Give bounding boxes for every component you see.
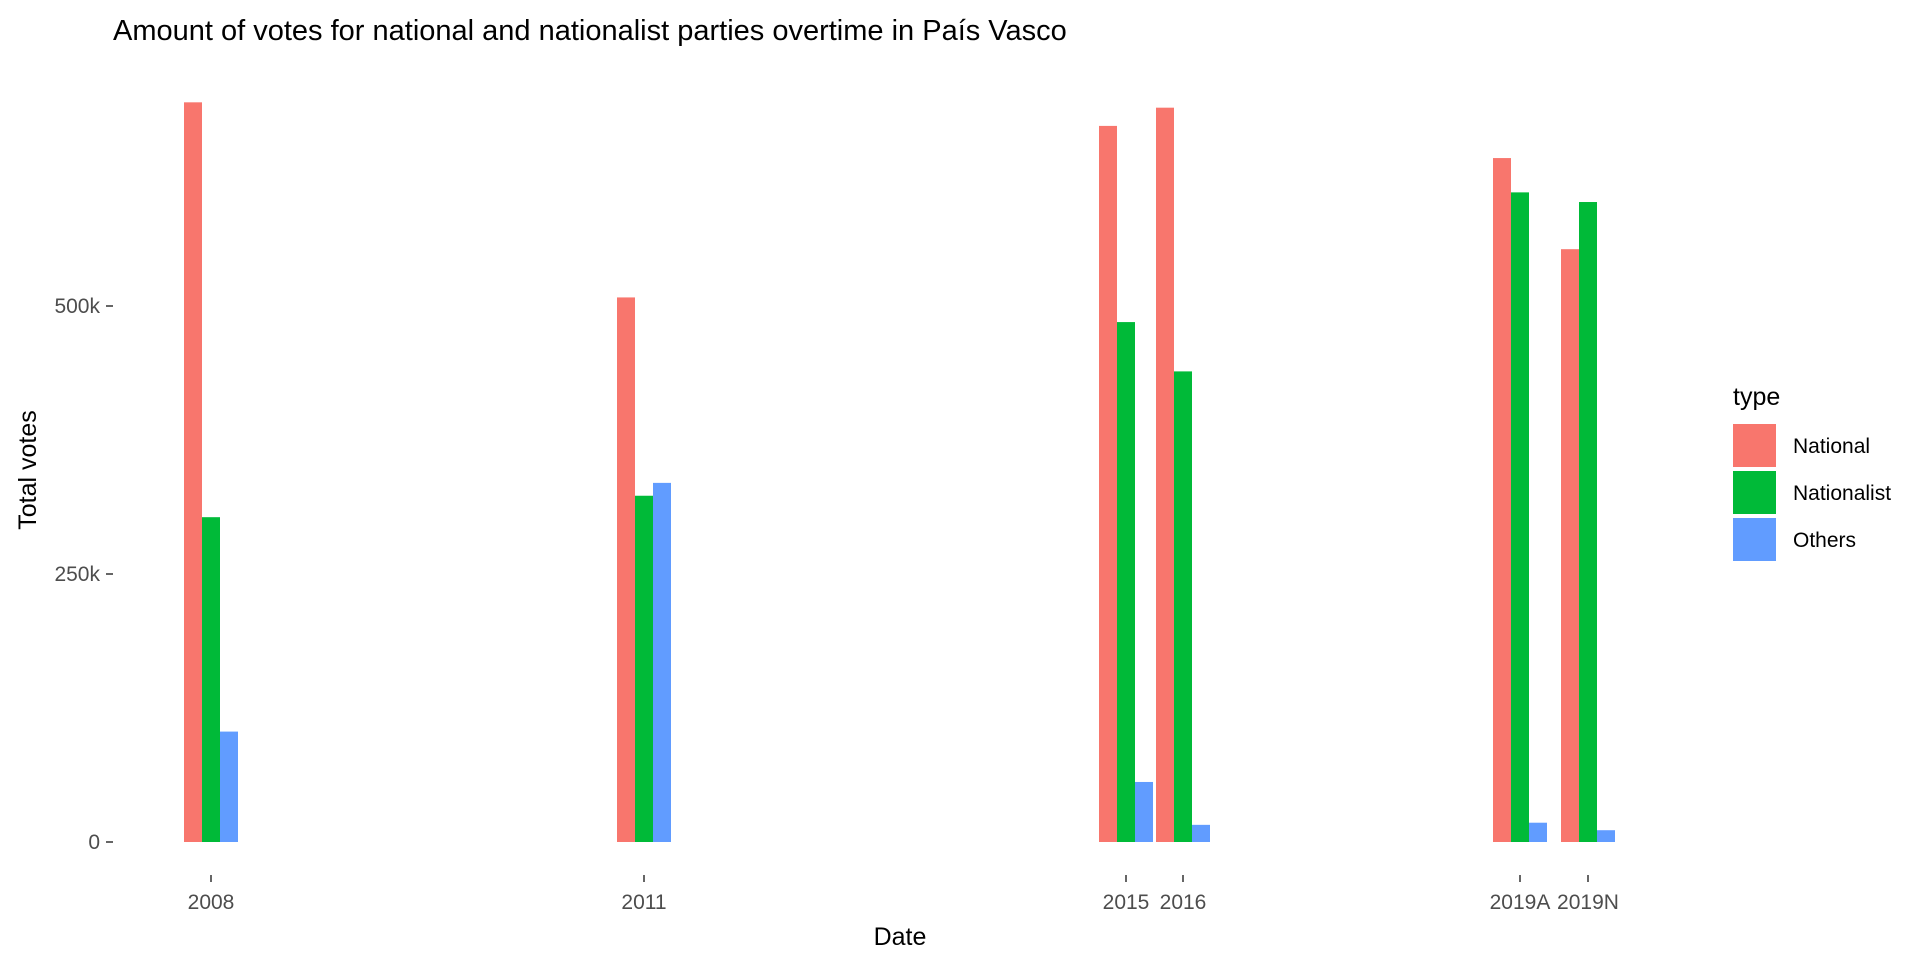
bar-others-2016 [1192,824,1210,842]
bar-national-2019n [1561,249,1579,842]
legend-label-nationalist: Nationalist [1793,482,1891,505]
y-axis-title: Total votes [14,410,42,530]
x-tick-label: 2015 [1103,891,1150,914]
x-axis: 2008 2011 2015 2016 2019A 2019N [188,875,1619,914]
x-axis-title: Date [874,923,927,951]
x-tick-label: 2016 [1160,891,1207,914]
x-tick-label: 2008 [188,891,235,914]
bars [184,102,1615,843]
x-tick-label: 2019N [1557,891,1619,914]
y-tick-label: 500k [54,295,100,318]
y-tick-label: 250k [54,563,100,586]
bar-others-2015 [1135,781,1153,842]
x-tick-label: 2011 [621,891,666,914]
legend: type National Nationalist Others [1733,383,1891,561]
y-tick-label: 0 [88,831,100,854]
bar-national-2008 [184,102,202,842]
legend-title: type [1733,383,1780,411]
legend-label-others: Others [1793,529,1856,552]
bar-nationalist-2015 [1117,322,1135,843]
bar-national-2011 [617,297,635,842]
bar-nationalist-2011 [635,495,653,842]
bar-nationalist-2008 [202,517,220,842]
bar-others-2019a [1529,822,1547,842]
bar-others-2011 [653,482,671,842]
y-axis: 0 250k 500k [54,295,113,854]
chart-title: Amount of votes for national and nationa… [113,15,1067,47]
bar-others-2019n [1597,830,1615,842]
legend-key-national [1733,424,1776,467]
bar-nationalist-2019a [1511,192,1529,843]
bar-others-2008 [220,731,238,842]
bar-nationalist-2019n [1579,202,1597,843]
bar-national-2019a [1493,158,1511,843]
bar-national-2015 [1099,125,1117,843]
legend-key-nationalist [1733,471,1776,514]
x-tick-label: 2019A [1490,891,1551,914]
legend-label-national: National [1793,435,1870,458]
legend-key-others [1733,518,1776,561]
bar-national-2016 [1156,107,1174,843]
bar-nationalist-2016 [1174,371,1192,842]
